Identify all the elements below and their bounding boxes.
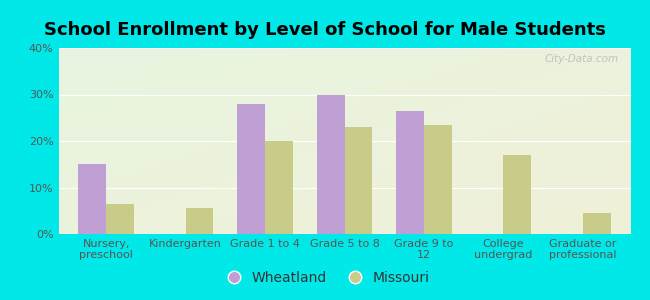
Bar [237,104,265,234]
Bar [503,155,531,234]
Legend: Wheatland, Missouri: Wheatland, Missouri [214,265,436,290]
Bar [424,125,452,234]
Bar [265,141,293,234]
Bar [79,164,106,234]
Bar [186,208,213,234]
Bar [106,204,134,234]
Text: City-Data.com: City-Data.com [545,54,619,64]
Bar [583,213,610,234]
Bar [344,127,372,234]
Text: School Enrollment by Level of School for Male Students: School Enrollment by Level of School for… [44,21,606,39]
Bar [396,111,424,234]
Bar [317,94,345,234]
